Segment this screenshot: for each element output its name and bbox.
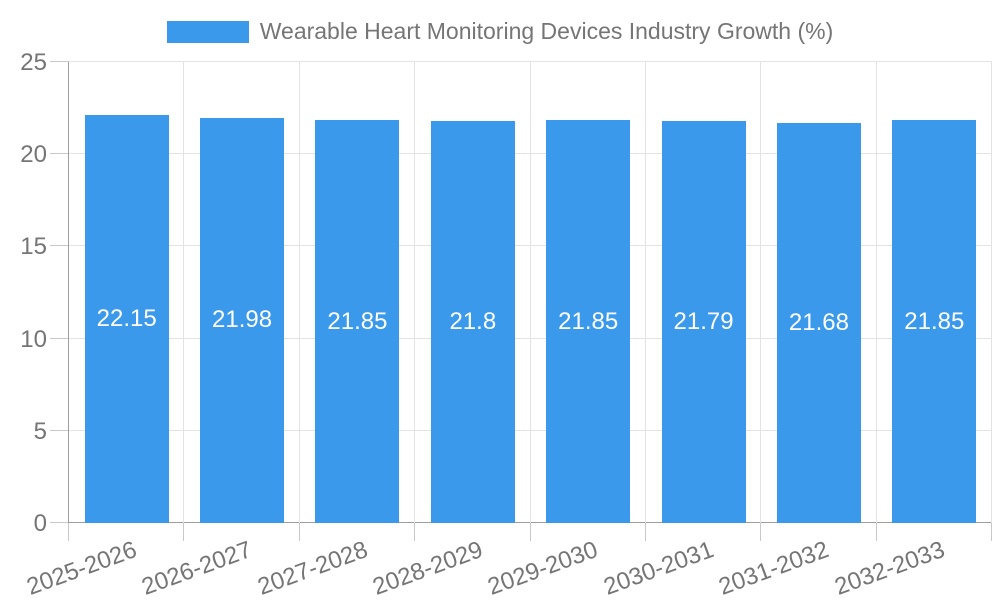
- bar-value-label: 21.85: [327, 307, 388, 335]
- bar[interactable]: [546, 120, 631, 523]
- bar[interactable]: [430, 121, 515, 523]
- gridline-v: [529, 62, 531, 523]
- x-axis-label: 2026-2027: [138, 536, 256, 600]
- bar-value-label: 21.85: [904, 307, 965, 335]
- x-tick-mark: [414, 523, 416, 541]
- y-axis-label: 0: [33, 510, 47, 537]
- x-axis-label: 2027-2028: [253, 536, 371, 600]
- x-tick-mark: [298, 523, 300, 541]
- x-tick-mark: [644, 523, 646, 541]
- gridline-v: [298, 62, 300, 523]
- bar-value-label: 21.85: [558, 307, 619, 335]
- gridline-h: [69, 429, 992, 431]
- gridline-v: [183, 62, 185, 523]
- bar-value-label: 22.15: [96, 304, 157, 332]
- bar-value-label: 21.68: [788, 309, 849, 337]
- y-tick-mark: [50, 245, 69, 247]
- gridline-h: [69, 337, 992, 339]
- gridline-v: [644, 62, 646, 523]
- y-tick-mark: [50, 429, 69, 431]
- bar[interactable]: [84, 114, 169, 523]
- bar[interactable]: [200, 117, 285, 523]
- y-tick-mark: [50, 337, 69, 339]
- gridline-v: [991, 62, 992, 523]
- bar-value-label: 21.79: [673, 308, 734, 336]
- x-axis-label: 2030-2031: [600, 536, 718, 600]
- x-tick-mark: [875, 523, 877, 541]
- gridline-h: [69, 61, 992, 62]
- y-axis-line: [68, 62, 69, 523]
- gridline-v: [875, 62, 877, 523]
- bar[interactable]: [776, 123, 861, 523]
- legend-label: Wearable Heart Monitoring Devices Indust…: [259, 18, 834, 44]
- x-tick-mark: [68, 523, 69, 541]
- bar-value-label: 21.8: [449, 308, 497, 335]
- x-axis-label: 2029-2030: [484, 536, 602, 600]
- bar[interactable]: [892, 120, 977, 523]
- y-axis-label: 15: [20, 233, 47, 261]
- y-tick-mark: [50, 153, 69, 155]
- bar[interactable]: [661, 121, 746, 523]
- y-axis-label: 25: [20, 49, 47, 76]
- gridline-h: [69, 153, 992, 155]
- y-axis-label: 10: [20, 325, 47, 353]
- x-axis-label: 2028-2029: [369, 536, 487, 600]
- x-tick-mark: [760, 523, 762, 541]
- y-tick-mark: [50, 522, 69, 523]
- bar-value-label: 21.98: [212, 306, 273, 334]
- y-tick-mark: [50, 61, 69, 62]
- y-axis-label: 20: [20, 141, 47, 169]
- x-axis-label: 2032-2033: [830, 536, 948, 600]
- gridline-v: [760, 62, 762, 523]
- x-axis-label: 2031-2032: [715, 536, 833, 600]
- x-axis-baseline: [69, 522, 992, 523]
- y-axis-label: 5: [33, 417, 47, 445]
- gridline-h: [69, 245, 992, 247]
- bar[interactable]: [315, 120, 400, 523]
- gridline-v: [414, 62, 416, 523]
- x-tick-mark: [529, 523, 531, 541]
- legend-swatch: [166, 20, 249, 43]
- chart-legend: Wearable Heart Monitoring Devices Indust…: [0, 18, 1000, 45]
- x-tick-mark: [183, 523, 185, 541]
- x-axis-label: 2025-2026: [23, 536, 141, 600]
- x-tick-mark: [991, 523, 992, 541]
